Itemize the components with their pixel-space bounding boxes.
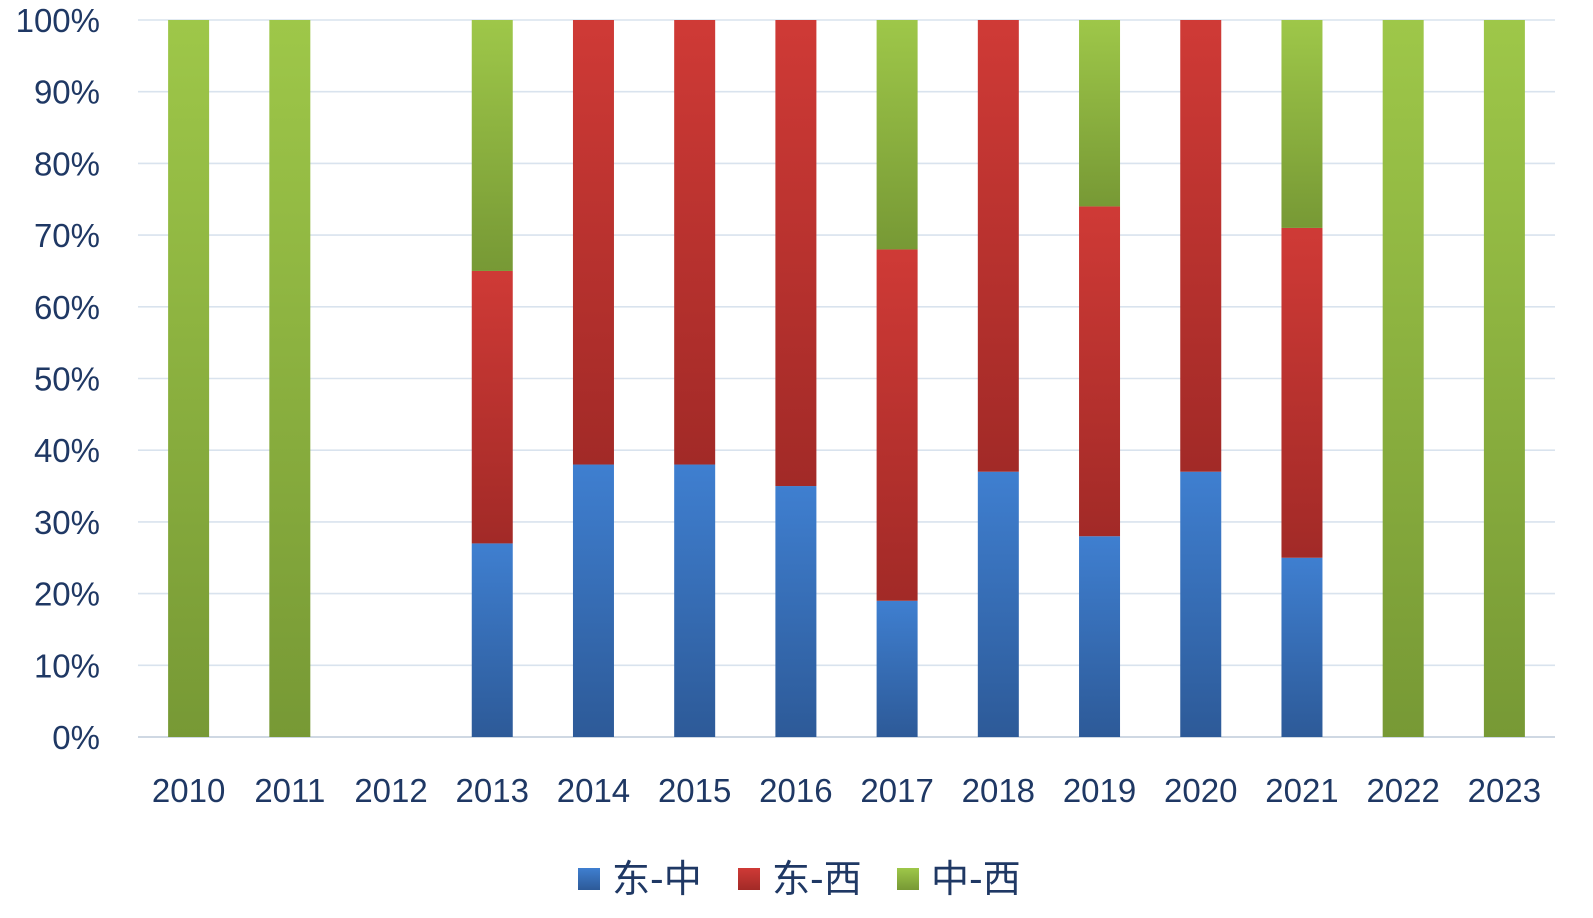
bar-segment <box>977 471 1019 737</box>
bar-segment <box>1281 557 1323 737</box>
gridlines <box>138 19 1555 738</box>
x-tick-label: 2012 <box>354 772 427 809</box>
legend-swatch <box>578 868 600 890</box>
legend-label: 中-西 <box>931 857 1021 901</box>
legend-label: 东-西 <box>772 857 862 901</box>
legend: 东-中 东-西 中-西 <box>578 857 1021 901</box>
legend-swatch <box>738 868 760 890</box>
bar-segment <box>876 20 918 250</box>
bar-segment <box>1281 227 1323 558</box>
x-tick-label: 2013 <box>456 772 529 809</box>
x-tick-label: 2014 <box>557 772 630 809</box>
x-tick-label: 2021 <box>1265 772 1338 809</box>
bar-segment <box>1180 471 1222 737</box>
bar-segment <box>471 20 513 271</box>
y-tick-label: 10% <box>34 647 100 684</box>
bar-segment <box>674 20 716 465</box>
bar-segment <box>775 20 817 487</box>
bars <box>168 20 1525 737</box>
y-tick-label: 30% <box>34 504 100 541</box>
bar-segment <box>1281 20 1323 228</box>
x-tick-label: 2022 <box>1366 772 1439 809</box>
legend-label: 东-中 <box>612 857 702 901</box>
y-axis: 0% 10% 20% 30% 40% 50% 60% 70% 80% 90% 100% <box>16 2 100 756</box>
x-tick-label: 2023 <box>1468 772 1541 809</box>
x-tick-label: 2017 <box>860 772 933 809</box>
y-tick-label: 50% <box>34 361 100 398</box>
y-tick-label: 70% <box>34 217 100 254</box>
bar-segment <box>471 543 513 737</box>
y-tick-label: 20% <box>34 576 100 613</box>
x-tick-label: 2020 <box>1164 772 1237 809</box>
y-tick-label: 80% <box>34 145 100 182</box>
y-tick-label: 0% <box>52 719 100 756</box>
bar-segment <box>1382 20 1424 737</box>
x-axis: 2010 2011 2012 2013 2014 2015 2016 2017 2018 2019… <box>152 772 1541 809</box>
x-tick-label: 2019 <box>1063 772 1136 809</box>
x-tick-label: 2010 <box>152 772 225 809</box>
bar-segment <box>1483 20 1525 737</box>
bar-segment <box>572 464 614 737</box>
bar-segment <box>876 600 918 737</box>
bar-segment <box>1079 206 1121 537</box>
x-tick-label: 2011 <box>254 772 325 809</box>
x-tick-label: 2016 <box>759 772 832 809</box>
bar-segment <box>168 20 210 737</box>
bar-segment <box>1180 20 1222 472</box>
x-tick-label: 2018 <box>962 772 1035 809</box>
x-tick-label: 2015 <box>658 772 731 809</box>
bar-segment <box>471 270 513 544</box>
bar-segment <box>674 464 716 737</box>
bar-segment <box>572 20 614 465</box>
bar-segment <box>1079 20 1121 207</box>
bar-segment <box>1079 536 1121 737</box>
bar-segment <box>876 249 918 601</box>
bar-segment <box>269 20 311 737</box>
y-tick-label: 90% <box>34 74 100 111</box>
bar-segment <box>977 20 1019 472</box>
y-tick-label: 60% <box>34 289 100 326</box>
y-tick-label: 40% <box>34 432 100 469</box>
y-tick-label: 100% <box>16 2 100 39</box>
bar-segment <box>775 486 817 737</box>
legend-swatch <box>897 868 919 890</box>
